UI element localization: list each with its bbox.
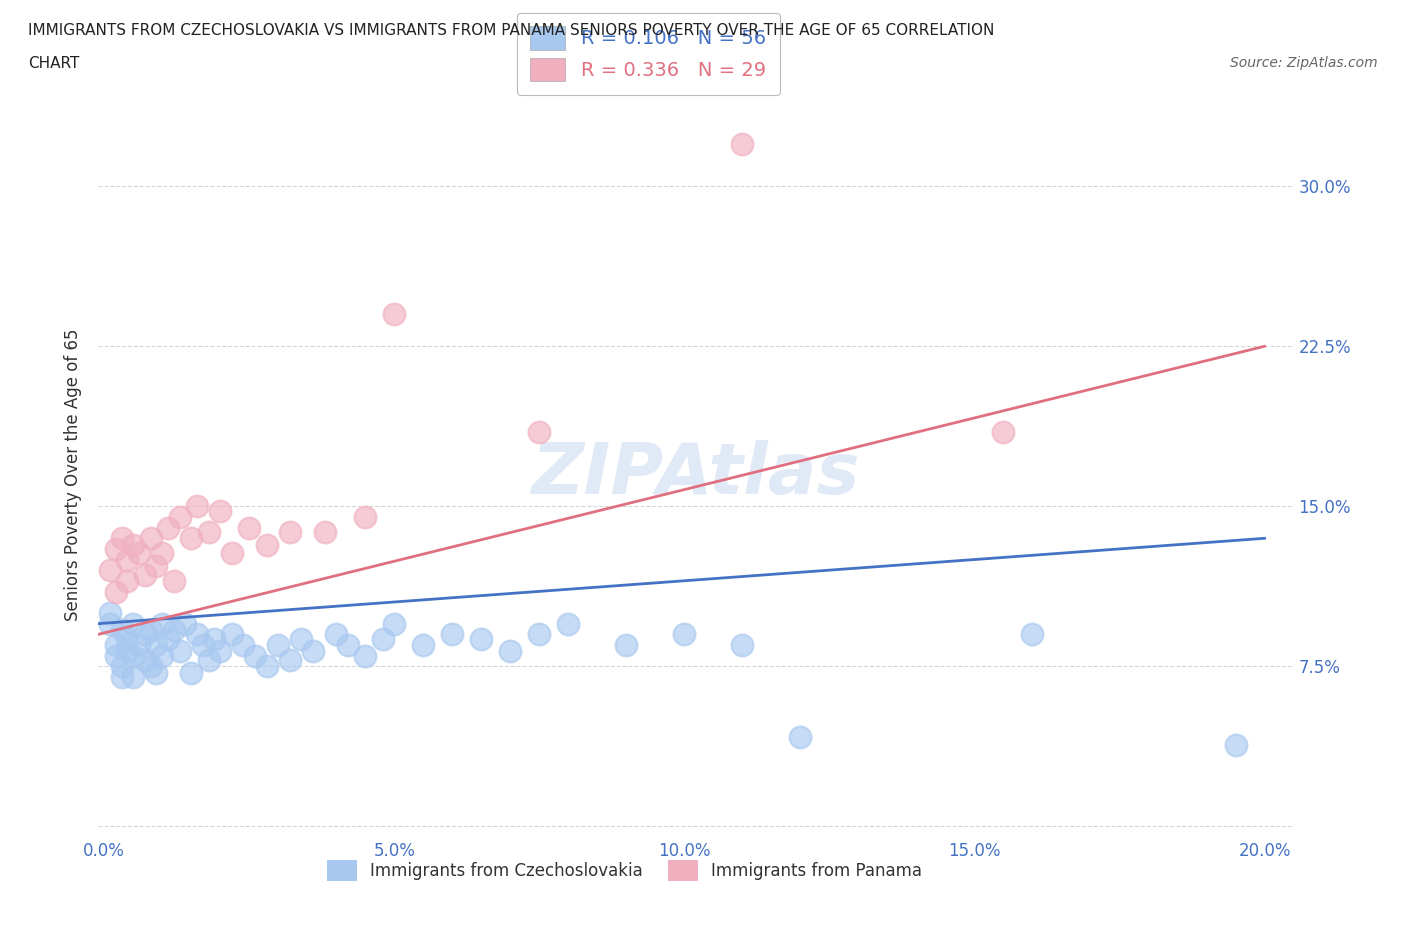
Point [104,638,127,653]
Point [267,638,290,653]
Point [204,631,226,646]
Point [382,617,405,631]
Point [98,563,121,578]
Point [150,546,173,561]
Point [243,648,266,663]
Point [128,546,150,561]
Point [993,424,1015,439]
Point [278,525,301,539]
Point [412,638,434,653]
Point [122,538,145,552]
Point [336,638,359,653]
Point [529,627,551,642]
Point [325,627,347,642]
Point [197,653,219,668]
Point [302,644,325,658]
Point [174,617,197,631]
Point [139,531,162,546]
Point [134,567,156,582]
Point [354,510,377,525]
Point [191,638,214,653]
Point [117,574,139,589]
Point [290,631,312,646]
Y-axis label: Seniors Poverty Over the Age of 65: Seniors Poverty Over the Age of 65 [65,328,83,620]
Point [122,670,145,684]
Point [111,670,134,684]
Point [197,525,219,539]
Point [789,729,811,744]
Point [117,631,139,646]
Point [180,665,202,680]
Point [256,538,278,552]
Point [441,627,464,642]
Point [163,574,186,589]
Point [221,627,243,642]
Point [104,584,127,599]
Point [278,653,301,668]
Point [128,638,150,653]
Point [157,631,180,646]
Point [122,648,145,663]
Point [470,631,492,646]
Point [1225,737,1247,752]
Point [111,658,134,673]
Point [354,648,377,663]
Point [163,622,186,637]
Point [614,638,637,653]
Point [122,617,145,631]
Point [221,546,243,561]
Point [1021,627,1043,642]
Point [145,665,167,680]
Point [134,653,156,668]
Point [169,644,191,658]
Point [145,559,167,574]
Text: Source: ZipAtlas.com: Source: ZipAtlas.com [1230,56,1378,70]
Text: ZIPAtlas: ZIPAtlas [531,440,860,509]
Point [256,658,278,673]
Point [111,531,134,546]
Point [382,307,405,322]
Point [150,617,173,631]
Point [139,622,162,637]
Point [731,136,754,151]
Point [111,622,134,637]
Point [371,631,394,646]
Text: CHART: CHART [28,56,80,71]
Point [673,627,696,642]
Point [98,617,121,631]
Point [209,503,232,518]
Legend: Immigrants from Czechoslovakia, Immigrants from Panama: Immigrants from Czechoslovakia, Immigran… [314,847,935,894]
Point [186,498,208,513]
Point [157,520,180,535]
Point [98,605,121,620]
Point [529,424,551,439]
Text: IMMIGRANTS FROM CZECHOSLOVAKIA VS IMMIGRANTS FROM PANAMA SENIORS POVERTY OVER TH: IMMIGRANTS FROM CZECHOSLOVAKIA VS IMMIGR… [28,23,994,38]
Point [134,627,156,642]
Point [169,510,191,525]
Point [180,531,202,546]
Point [314,525,336,539]
Point [209,644,232,658]
Point [186,627,208,642]
Point [145,638,167,653]
Point [232,638,254,653]
Point [117,644,139,658]
Point [139,658,162,673]
Point [238,520,260,535]
Point [557,617,579,631]
Point [117,552,139,567]
Point [499,644,522,658]
Point [150,648,173,663]
Point [104,648,127,663]
Point [731,638,754,653]
Point [104,541,127,556]
